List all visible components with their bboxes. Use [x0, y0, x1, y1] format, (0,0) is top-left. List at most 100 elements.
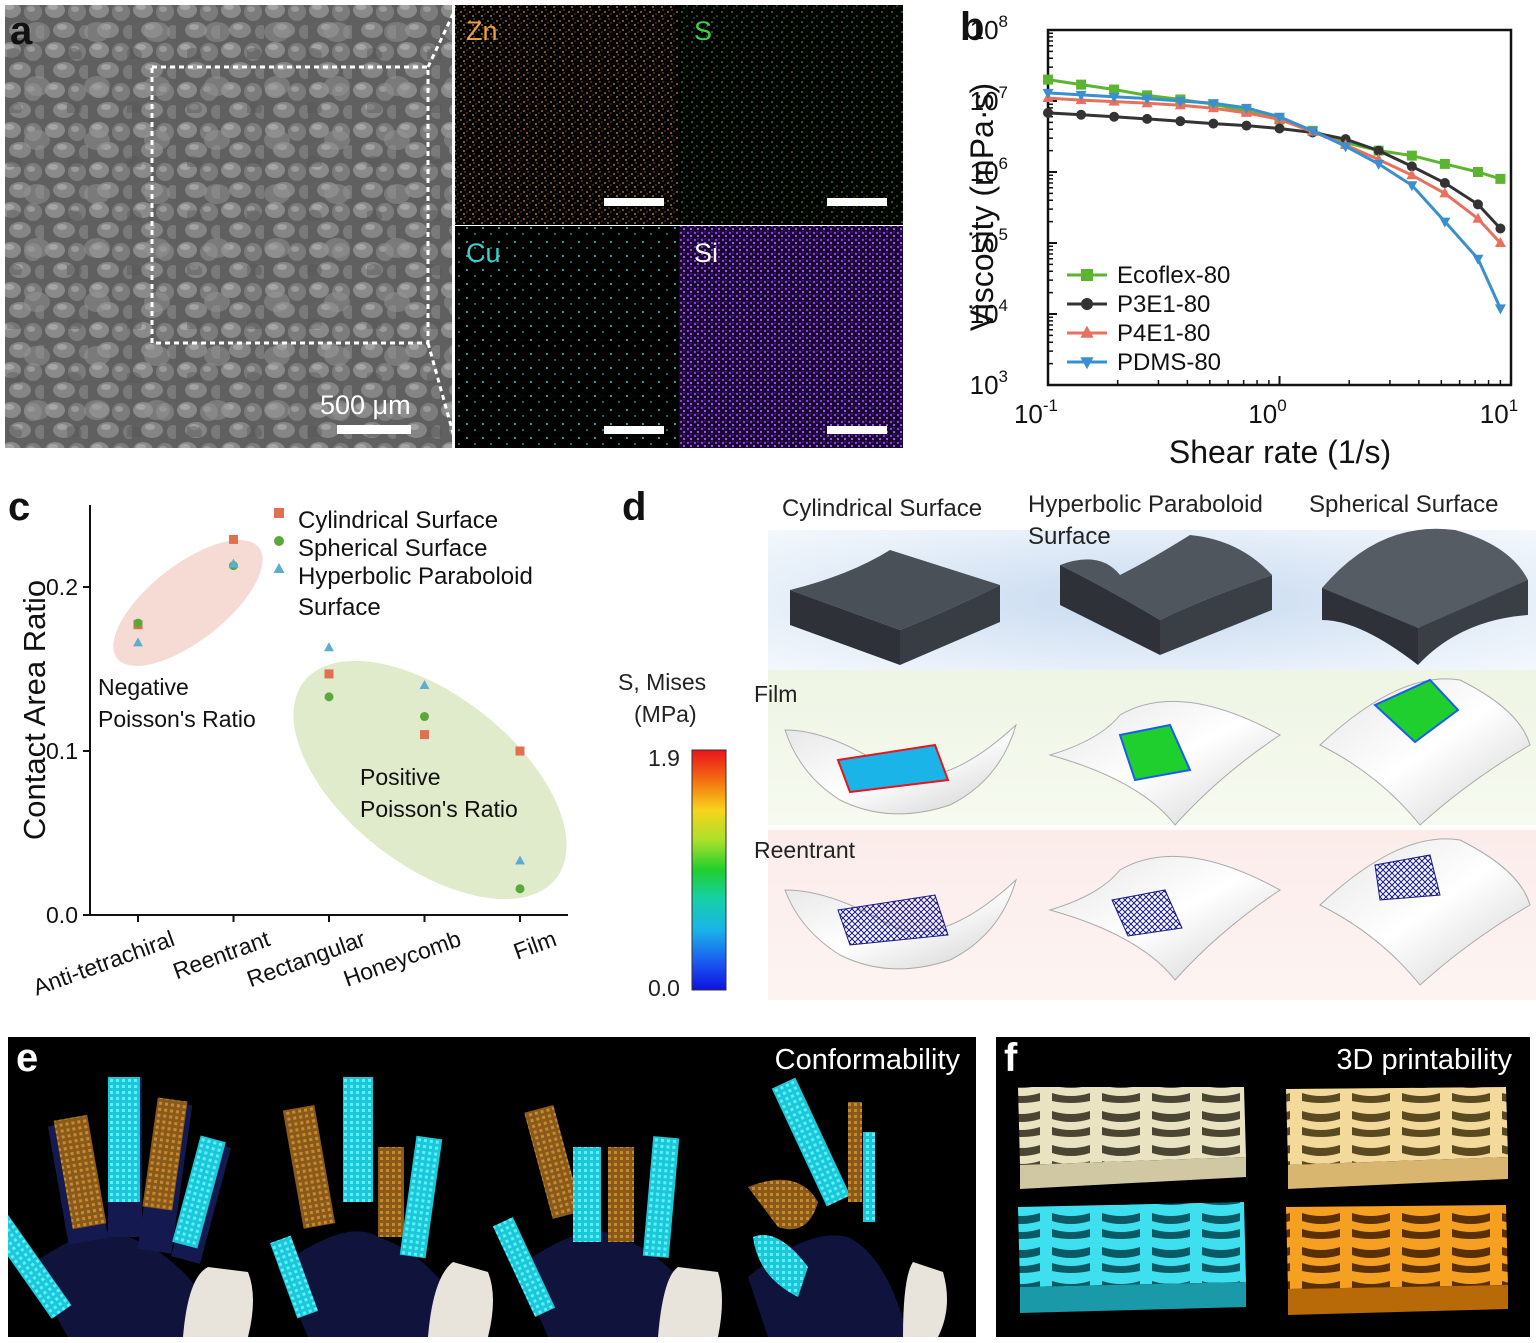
data-point	[228, 558, 239, 568]
eds-label-si: Si	[694, 238, 718, 268]
data-point	[1175, 116, 1186, 127]
panel-b: b 10-1 100 101 103 104 105 106 107 108 Ecoflex-8…	[905, 0, 1536, 480]
positive-poisson-region	[293, 660, 567, 900]
data-point	[1241, 120, 1252, 131]
data-point	[1373, 145, 1384, 156]
data-point	[1472, 167, 1483, 177]
data-point	[515, 884, 525, 894]
eds-label-cu: Cu	[466, 238, 501, 268]
panel-f-label: f	[1004, 1037, 1018, 1080]
data-point	[1076, 109, 1087, 120]
data-point	[1043, 107, 1053, 118]
data-point	[1406, 161, 1417, 172]
panel-d-label: d	[622, 485, 646, 529]
eds-scale-bar	[604, 426, 664, 434]
data-point	[419, 680, 430, 689]
legend-marker	[274, 508, 284, 518]
data-point	[515, 855, 525, 865]
x-tick-label: 100	[1248, 396, 1286, 429]
panel-e-label: e	[16, 1037, 38, 1080]
data-point	[1076, 79, 1087, 90]
series-line-pdms-80	[1047, 91, 1502, 310]
zoom-box	[150, 65, 430, 345]
legend-marker	[273, 563, 285, 573]
data-point	[1042, 88, 1054, 99]
col-title-cylindrical: Cylindrical Surface	[782, 495, 982, 522]
glove-photo-1	[0, 1077, 253, 1337]
film-cylindrical	[784, 723, 1017, 815]
panel-c-label: c	[8, 485, 30, 529]
legend-marker	[1080, 357, 1094, 370]
legend-label: Ecoflex-80	[1117, 262, 1230, 289]
reentrant-hyperbolic	[1048, 855, 1281, 981]
y-tick-label: 105	[970, 225, 1008, 258]
y-tick-label: 0.0	[46, 902, 78, 928]
annotation-positive: Positive	[360, 764, 441, 790]
y-tick-label: 104	[970, 296, 1008, 329]
panel-f-title: 3D printability	[1336, 1044, 1512, 1076]
legend-label: Spherical Surface	[298, 535, 487, 562]
legend-label: P3E1-80	[1117, 291, 1210, 318]
reentrant-spherical	[1319, 838, 1531, 986]
data-point	[1142, 113, 1153, 124]
panel-e: e Conformability	[0, 1036, 976, 1337]
col-title-hyperbolic: Surface	[1028, 523, 1111, 550]
hyperbolic-solid	[1060, 535, 1272, 655]
negative-poisson-region	[113, 540, 263, 666]
y-axis-label: Contact Area Ratio	[17, 580, 52, 840]
spherical-solid	[1322, 528, 1528, 665]
data-point	[133, 618, 143, 628]
eds-scale-bar	[827, 426, 887, 434]
data-point	[1406, 181, 1418, 192]
data-point	[1340, 142, 1352, 153]
x-axis-label: Shear rate (1/s)	[1169, 434, 1391, 470]
data-point	[133, 637, 143, 647]
film-spherical	[1319, 678, 1531, 826]
data-point	[1495, 223, 1506, 234]
annotation-negative: Poisson's Ratio	[98, 706, 256, 732]
glove-photos: e Conformability	[0, 1036, 960, 1337]
data-point	[324, 669, 334, 679]
panel-c: c 0.0 0.1 0.2 Anti-tetrachiral Reentrant Rect…	[0, 480, 600, 1000]
data-point	[1307, 126, 1319, 137]
glove-photo-2	[269, 1077, 493, 1337]
data-point	[1240, 103, 1252, 114]
data-point	[1439, 187, 1451, 198]
data-point	[1472, 199, 1483, 210]
data-point	[1439, 158, 1450, 169]
y-axis-label: Viscosity (mPa·s)	[964, 83, 1000, 331]
data-point	[324, 642, 334, 652]
data-point	[1472, 212, 1484, 223]
data-point	[229, 534, 238, 544]
eds-map-cu	[455, 226, 679, 448]
eds-label-s: S	[694, 16, 712, 46]
panel-a: 500 μm a Zn S Cu Si	[0, 0, 905, 450]
legend-label: Hyperbolic Paraboloid	[298, 563, 533, 590]
annotation-negative: Negative	[98, 674, 189, 700]
colorbar-unit: (MPa)	[634, 701, 697, 727]
colorbar-max: 1.9	[648, 745, 680, 771]
panel-d: d Cylindrical Surface Hyperbolic Parabol…	[600, 480, 1536, 1001]
glove-photo-3	[492, 1104, 722, 1337]
film-hyperbolic	[1048, 700, 1281, 826]
y-tick-label: 106	[970, 154, 1008, 187]
data-point	[1494, 304, 1506, 315]
data-point	[1472, 254, 1484, 265]
lattice-orange	[1286, 1205, 1508, 1315]
y-tick-label: 107	[970, 83, 1008, 116]
legend-marker	[1081, 269, 1093, 281]
annotation-positive: Poisson's Ratio	[360, 796, 518, 822]
data-point	[1109, 84, 1120, 95]
reentrant-cylindrical	[784, 878, 1017, 970]
data-point	[420, 730, 429, 740]
row-label-reentrant: Reentrant	[754, 837, 856, 863]
data-point	[515, 746, 525, 756]
colorbar-min: 0.0	[648, 975, 680, 1000]
data-point	[1495, 173, 1506, 184]
y-tick-label: 0.2	[46, 574, 78, 600]
data-point	[1208, 118, 1219, 129]
x-tick-label: 101	[1480, 396, 1518, 429]
eds-map-s	[679, 5, 903, 225]
data-point	[1274, 112, 1285, 123]
glove-photo-4	[748, 1077, 947, 1337]
